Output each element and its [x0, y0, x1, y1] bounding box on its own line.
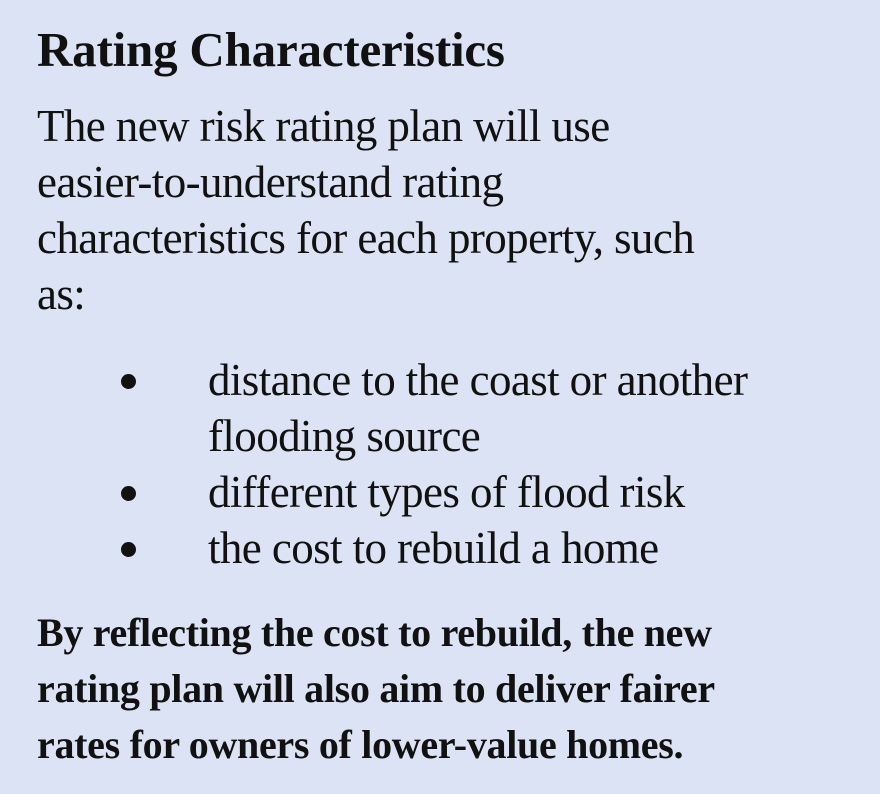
bullet-line: the cost to rebuild a home [208, 523, 659, 573]
closing-line: rates for owners of lower-value homes. [37, 722, 684, 767]
bullet-dot-icon [121, 486, 136, 501]
bullet-line: different types of flood risk [208, 467, 685, 517]
bullet-text: the cost to rebuild a home [208, 520, 659, 576]
closing-line: rating plan will also aim to deliver fai… [37, 666, 715, 711]
intro-paragraph: The new risk rating plan will use easier… [37, 98, 827, 322]
bullet-dot-icon [121, 374, 136, 389]
intro-line: easier-to-understand rating [37, 157, 504, 207]
closing-statement: By reflecting the cost to rebuild, the n… [37, 605, 867, 773]
closing-line: By reflecting the cost to rebuild, the n… [37, 610, 712, 655]
bullet-line: flooding source [208, 411, 481, 461]
page-title: Rating Characteristics [37, 22, 505, 77]
bullet-text: distance to the coast or another floodin… [208, 352, 748, 464]
intro-line: characteristics for each property, such [37, 213, 695, 263]
bullet-list: distance to the coast or another floodin… [0, 352, 880, 576]
bullet-item-distance: distance to the coast or another floodin… [0, 352, 880, 464]
bullet-line: distance to the coast or another [208, 355, 748, 405]
intro-line: The new risk rating plan will use [37, 101, 610, 151]
bullet-text: different types of flood risk [208, 464, 685, 520]
bullet-item-rebuild-cost: the cost to rebuild a home [0, 520, 880, 576]
bullet-item-flood-risk: different types of flood risk [0, 464, 880, 520]
intro-line: as: [37, 269, 86, 319]
bullet-dot-icon [121, 542, 136, 557]
